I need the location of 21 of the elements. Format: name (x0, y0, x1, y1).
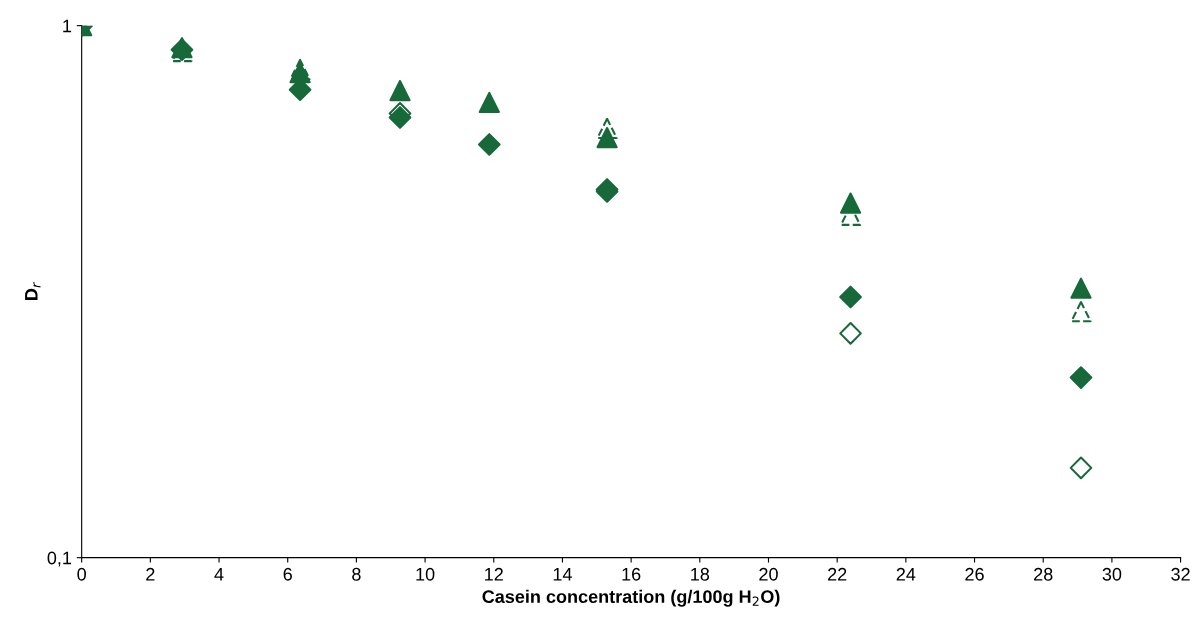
x-tick-label: 2 (146, 567, 155, 581)
x-tick-label: 4 (214, 568, 224, 581)
x-tick-label: 12 (485, 567, 503, 581)
y-tick-label: 0,1 (47, 551, 72, 567)
x-tick-label: 0 (77, 567, 86, 581)
x-tick-label: 32 (1171, 567, 1190, 581)
x-tick-label: 10 (416, 567, 435, 581)
x-tick-label: 30 (1102, 567, 1122, 581)
x-tick-label: 8 (352, 567, 361, 581)
x-tick-label: 6 (283, 567, 292, 581)
x-tick-label: 14 (553, 568, 572, 581)
y-tick-label: 1 (63, 19, 72, 33)
x-tick-label: 22 (828, 567, 847, 581)
x-tick-label: 18 (691, 567, 710, 581)
y-axis-title: D$_{r}$ (25, 282, 41, 300)
x-tick-label: 20 (759, 567, 778, 581)
x-tick-label: 28 (1034, 567, 1053, 581)
x-tick-label: 24 (896, 567, 916, 581)
x-axis-title: Casein concentration (g/100g H$_{2}$O) (482, 589, 780, 607)
x-tick-label: 16 (622, 567, 641, 581)
x-tick-label: 26 (965, 567, 984, 581)
